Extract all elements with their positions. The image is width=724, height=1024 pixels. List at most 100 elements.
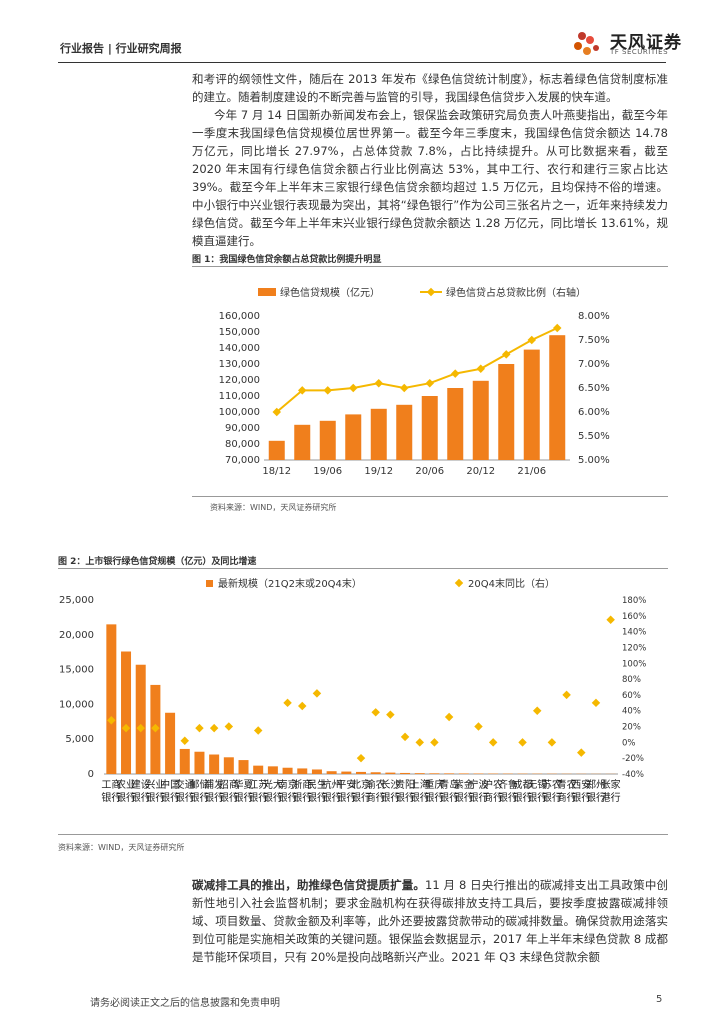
ratio-point [349,383,358,393]
yoy-point [577,748,586,757]
yoy-point [283,698,292,708]
bar [523,349,540,460]
yoy-point [121,723,131,733]
bar [370,772,381,774]
x-tick-label: 齐鲁银行 [498,778,518,804]
x-tick-label: 招商银行 [219,778,239,804]
legend-bar-label: 绿色信贷规模（亿元） [280,286,380,299]
figure-2-title: 图 2：上市银行绿色信贷规模（亿元）及同比增速 [58,557,257,567]
y-tick-left: 15,000 [59,665,94,676]
yoy-point [488,738,498,747]
y-tick-right: 6.00% [578,407,610,418]
bar [414,773,425,774]
y-tick-left: 70,000 [225,455,260,466]
yoy-point [312,689,322,698]
x-tick-label: 20/12 [466,466,495,477]
yoy-point [356,753,366,763]
paragraph-1-line-1: 和考评的纲领性文件，随后在 2013 年发布《绿色信贷统计制度》，标志着绿色信贷… [192,72,668,104]
legend-bar-label: 最新规模（21Q2末或20Q4末） [218,577,362,590]
y-tick-right: 40% [622,707,641,717]
bar [179,748,190,774]
x-tick-label: 建设银行 [131,778,151,804]
yoy-point [151,723,160,733]
y-tick-left: 5,000 [65,734,94,745]
yoy-point [591,698,601,708]
x-tick-label: 21/06 [517,466,546,477]
x-tick-label: 苏农银行 [542,778,562,804]
yoy-point [253,726,263,735]
y-tick-right: 60% [622,691,641,701]
x-tick-label: 浦发银行 [204,778,224,804]
y-tick-right: 5.50% [578,431,610,442]
bar [356,771,366,774]
ratio-point [527,335,536,345]
x-tick-label: 兴业银行 [145,779,165,804]
y-tick-right: 100% [622,659,646,669]
yoy-point [224,722,234,731]
yoy-point [606,615,615,625]
yoy-point [430,738,439,747]
ratio-point [272,407,281,417]
x-tick-label: 上海银行 [410,778,430,804]
yoy-point [444,712,454,722]
x-tick-label: 宁波银行 [468,778,488,804]
y-tick-left: 20,000 [59,630,94,641]
x-tick-label: 沪农商行 [483,778,503,804]
bar [268,440,285,460]
y-tick-left: 100,000 [219,407,260,418]
bar [223,757,234,774]
x-tick-label: 长沙银行 [380,779,400,804]
x-tick-label: 青岛银行 [439,778,459,804]
bar [282,767,293,774]
x-tick-label: 西安银行 [571,778,591,804]
x-tick-label: 贵阳银行 [395,778,415,804]
y-tick-left: 150,000 [219,327,260,338]
figure-1-chart: 绿色信贷规模（亿元） 绿色信贷占总贷款比例（右轴） 70,000 80,000 90,0… [219,286,610,477]
ratio-point [374,378,383,388]
x-tick-label: 成都银行 [513,779,533,804]
paragraph-2-lead: 碳减排工具的推出，助推绿色信贷提质扩量。 [192,878,426,892]
bar [135,664,146,774]
y-tick-right: 80% [622,675,641,685]
legend-bar-swatch [258,288,276,296]
legend-line-label: 绿色信贷占总贷款比例（右轴） [446,286,586,299]
y-tick-right: -40% [622,770,644,780]
x-tick-label: 浙商银行 [292,778,312,804]
bar [421,396,438,460]
bar [326,771,337,774]
bar [311,769,322,774]
figure-2-top-rule [58,568,668,569]
bar [238,760,249,774]
yoy-point [386,710,395,719]
x-tick-label: 渝农商行 [366,778,386,804]
x-tick-label: 紫金银行 [454,778,474,804]
x-tick-label: 张家港行 [601,778,621,804]
figure-1-top-rule [192,266,668,267]
y-tick-right: 180% [622,596,646,606]
x-tick-label: 北京银行 [351,778,371,804]
bar [444,773,455,774]
bar [549,335,566,460]
figure-2-chart: 最新规模（21Q2末或20Q4末） 20Q4末同比（右） 0 5,000 10,000 1… [59,577,646,804]
x-tick-label: 工商银行 [101,778,121,804]
report-category: 行业报告 | 行业研究周报 [60,42,182,55]
bar [447,388,464,460]
yoy-point [518,738,527,747]
figure-1-title: 图 1：我国绿色信贷余额占总贷款比例提升明显 [192,255,382,265]
bar [385,772,396,774]
bar [396,404,413,460]
yoy-point [547,738,557,747]
yoy-point [136,723,145,733]
x-tick-label: 光大银行 [263,778,283,804]
y-tick-right: 140% [622,628,646,638]
bar [429,773,440,774]
ratio-point [323,386,332,395]
x-tick-label: 邮储银行 [189,778,209,804]
ratio-point [425,378,434,388]
x-tick-label: 交通银行 [175,778,195,804]
legend-line-marker [426,287,436,297]
y-tick-right: 20% [622,723,641,733]
bar [297,768,308,774]
yoy-point [209,723,219,733]
y-tick-right: 7.50% [578,335,610,346]
